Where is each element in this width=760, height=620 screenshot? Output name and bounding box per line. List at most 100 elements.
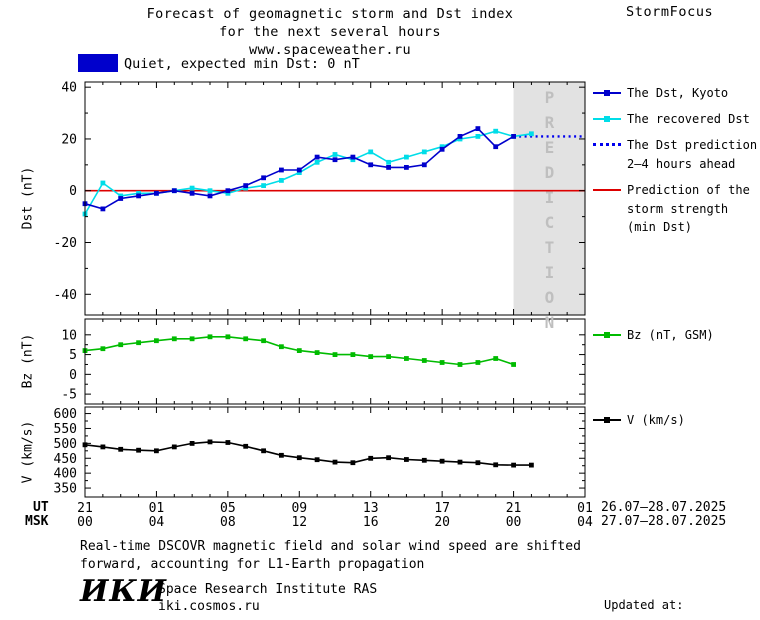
- marker: [332, 152, 338, 157]
- marker: [136, 447, 141, 453]
- bz-swatch-icon: [593, 329, 621, 341]
- marker: [118, 446, 124, 452]
- bz-axis-label: Bz (nT): [20, 333, 36, 389]
- marker: [368, 149, 374, 155]
- marker: [350, 460, 356, 466]
- marker: [350, 157, 356, 163]
- marker: [243, 336, 249, 342]
- marker: [154, 338, 159, 344]
- marker: [261, 338, 266, 344]
- quiet-status-swatch: [78, 54, 118, 72]
- marker: [243, 185, 249, 191]
- y-tick-label: 400: [54, 467, 77, 482]
- series-line: [84, 441, 532, 466]
- footnote: Real-time DSCOVR magnetic field and sola…: [80, 538, 581, 574]
- marker: [439, 146, 445, 152]
- x-tick-msk: 08: [220, 515, 236, 530]
- updated-label: Updated at:: [604, 598, 684, 612]
- marker: [421, 358, 427, 363]
- legend-dst-prediction: The Dst prediction: [593, 138, 757, 152]
- marker: [493, 462, 499, 468]
- x-tick-ut: 21: [77, 501, 93, 516]
- v-swatch-icon: [593, 414, 621, 426]
- marker: [279, 452, 284, 458]
- x-tick-msk: 04: [577, 515, 593, 530]
- marker: [118, 196, 124, 201]
- legend-storm-strength-label-2: storm strength: [627, 202, 729, 216]
- marker: [118, 342, 124, 348]
- marker: [279, 178, 284, 183]
- y-tick-label: 350: [54, 482, 77, 497]
- series-line: [84, 130, 532, 215]
- marker: [493, 128, 499, 134]
- x-tick-msk: 00: [506, 515, 522, 530]
- marker: [154, 190, 159, 196]
- title-website: www.spaceweather.ru: [248, 42, 412, 58]
- x-tick-msk: 04: [149, 515, 165, 530]
- marker: [118, 193, 124, 199]
- legend-recovered-dst-label: The recovered Dst: [627, 112, 750, 126]
- iki-logo: ИКИ: [80, 574, 167, 609]
- marker: [404, 154, 409, 160]
- marker: [100, 444, 106, 450]
- marker: [439, 144, 445, 150]
- brand-stormfocus: StormFocus: [626, 4, 714, 20]
- marker: [350, 154, 356, 160]
- marker: [296, 455, 302, 461]
- prediction-band: [513, 82, 585, 315]
- marker: [529, 462, 534, 468]
- marker: [314, 350, 320, 355]
- marker: [261, 175, 266, 181]
- panel-bz: 10 5 0 -5: [61, 318, 586, 405]
- y-tick-label: 40: [61, 81, 77, 96]
- footnote-line-1: Real-time DSCOVR magnetic field and sola…: [80, 539, 581, 554]
- marker: [136, 190, 141, 196]
- institute-name: Space Research Institute RAS: [158, 582, 378, 597]
- marker: [421, 457, 427, 463]
- footnote-line-2: forward, accounting for L1-Earth propaga…: [80, 557, 425, 572]
- x-tick-msk: 20: [434, 515, 450, 530]
- marker: [243, 183, 249, 188]
- marker: [457, 362, 463, 367]
- marker: [475, 460, 481, 466]
- marker: [350, 352, 356, 357]
- marker: [225, 188, 231, 194]
- legend-v-label: V (km/s): [627, 413, 685, 427]
- marker: [475, 134, 481, 139]
- legend-dst-kyoto-label: The Dst, Kyoto: [627, 86, 729, 100]
- marker: [207, 334, 213, 340]
- marker: [386, 165, 391, 170]
- msk-date-range: 27.07–28.07.2025: [601, 514, 727, 529]
- marker: [439, 458, 445, 464]
- marker: [368, 455, 374, 461]
- y-tick-label: 550: [54, 422, 77, 437]
- marker: [332, 157, 338, 163]
- frame: [84, 318, 586, 405]
- recovered-dst-swatch-icon: [593, 113, 621, 125]
- marker: [154, 448, 159, 454]
- marker: [225, 334, 231, 340]
- marker: [511, 362, 516, 367]
- storm-strength-swatch-icon: [593, 184, 621, 196]
- marker: [457, 134, 463, 139]
- y-tick-label: 600: [54, 407, 77, 422]
- legend-dst-prediction-label-2: 2–4 hours ahead: [627, 157, 736, 171]
- marker: [332, 352, 338, 357]
- marker: [368, 162, 374, 168]
- marker: [171, 188, 177, 194]
- marker: [136, 193, 141, 199]
- marker: [511, 462, 516, 468]
- marker: [225, 440, 231, 445]
- marker: [100, 206, 106, 212]
- updated-block: Updated at: UT 21:05, 27.07.2025 MSK 00:…: [604, 564, 756, 620]
- y-tick-label: 10: [61, 328, 77, 343]
- marker: [207, 188, 213, 194]
- v-axis-label: V (km/s): [20, 420, 36, 484]
- marker: [386, 159, 391, 165]
- marker: [475, 360, 481, 365]
- marker: [439, 360, 445, 365]
- marker: [475, 126, 481, 131]
- marker: [207, 193, 213, 199]
- legend-dst-kyoto: The Dst, Kyoto: [593, 86, 728, 100]
